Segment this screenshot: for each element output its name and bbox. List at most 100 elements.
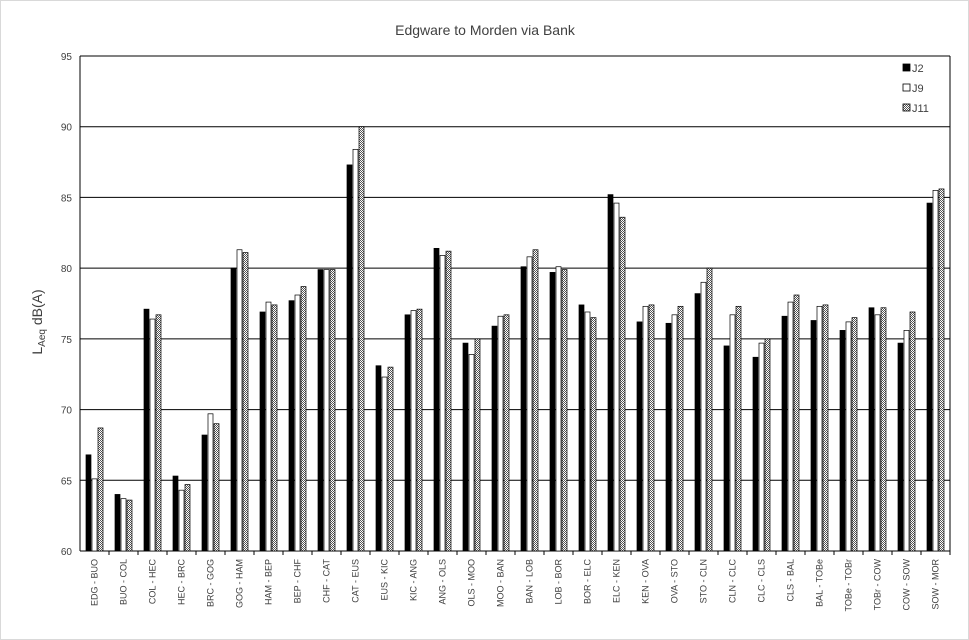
legend-swatch-j11 [902,103,911,112]
bar-j9 [468,354,475,552]
y-tick-labels: 60 65 70 75 80 85 90 95 [61,52,73,558]
x-tick-label: OVA - STO [670,559,680,603]
bar-j11 [503,314,510,552]
bar-j11 [706,267,713,552]
x-tick-labels: EDG - BUO BUO - COL COL - HEC HEC - BRC BRC … [90,551,951,612]
bar-j2 [520,266,527,552]
x-tick-label: SOW - MOR [931,559,941,610]
x-tick-label: BAL - TOBe [815,559,825,607]
bar-j11 [387,366,394,552]
bar-j11 [764,338,771,552]
x-tick-label: KIC - ANG [409,559,419,601]
y-tick-label: 65 [61,476,73,487]
legend-swatch-j9 [902,83,911,92]
x-tick-label: HAM - BEP [264,559,274,605]
bar-j2 [114,494,121,552]
bar-j11 [938,188,945,552]
bar-j2 [665,322,672,552]
legend-label-j11: J11 [912,103,929,115]
bar-j9 [207,413,214,552]
bar-j11 [242,252,249,552]
bar-j11 [300,286,307,552]
bar-j2 [172,475,179,552]
bar-j2 [636,321,643,552]
bar-j9 [932,190,939,552]
x-tick-label: LOB - BOR [554,559,564,605]
bar-j11 [126,499,133,552]
bar-j11 [561,269,568,552]
bar-j9 [758,342,765,552]
x-tick-label: GOG - HAM [235,559,245,608]
bar-j2 [491,325,498,552]
y-axis-label: LAeq dB(A) [29,289,48,354]
y-axis-label-sub: Aeq [37,329,48,347]
bar-j9 [729,314,736,552]
bar-j9 [439,255,446,552]
bar-j9 [700,281,707,552]
bar-j11 [445,250,452,552]
y-tick-label: 70 [61,406,73,417]
bar-j9 [91,478,98,552]
legend-label-j9: J9 [912,83,924,95]
legend: J2 J9 J11 [902,63,929,115]
bar-j11 [271,304,278,552]
bar-j11 [184,484,191,552]
y-tick-label: 95 [61,52,73,63]
bar-j2 [694,293,701,552]
x-tick-label: OLS - MOO [467,559,477,607]
bar-j2 [868,307,875,552]
x-tick-label: STO - CLN [699,559,709,603]
legend-label-j2: J2 [912,63,924,75]
bar-j9 [120,498,127,552]
bar-j11 [474,338,481,552]
bar-j9 [903,330,910,552]
bar-j2 [433,247,440,552]
x-tick-label: HEC - BRC [177,559,187,606]
x-tick-label: COL - HEC [148,559,158,605]
y-tick-label: 80 [61,264,73,275]
x-tick-label: KEN - OVA [641,559,651,604]
bar-j11 [590,317,597,552]
bar-j2 [201,434,208,552]
bar-j11 [822,304,829,552]
bar-j11 [648,304,655,552]
bar-j9 [526,256,533,552]
bar-j9 [410,310,417,552]
bar-j2 [723,345,730,552]
x-tick-label: TOBe - TOBr [844,559,854,612]
chart-title: Edgware to Morden via Bank [395,22,576,38]
y-tick-label: 90 [61,123,73,134]
bar-j9 [845,321,852,552]
bar-j2 [897,342,904,552]
bar-j9 [613,202,620,552]
y-tick-label: 60 [61,547,73,558]
bar-j2 [607,194,614,552]
y-axis-label-unit: dB(A) [29,289,45,329]
bar-j2 [404,314,411,552]
x-tick-label: CHF - CAT [322,558,332,602]
x-tick-label: TOBr - COW [873,558,883,610]
bar-j9 [178,489,185,552]
bar-j11 [213,423,220,552]
x-tick-label: CLN - CLC [728,559,738,604]
legend-swatch-j2 [902,63,911,72]
x-tick-label: BOR - ELC [583,559,593,605]
bar-j9 [874,314,881,552]
bar-j2 [259,311,266,552]
bar-j2 [143,308,150,552]
bar-j11 [677,305,684,552]
bar-j9 [671,314,678,552]
bar-j2 [926,202,933,552]
bar-j2 [578,304,585,552]
y-tick-label: 75 [61,335,73,346]
bar-j9 [149,318,156,552]
x-tick-label: EUS - KIC [380,559,390,601]
bar-j2 [375,365,382,552]
x-tick-label: ELC - KEN [612,559,622,603]
bar-j11 [155,314,162,552]
bar-j9 [555,266,562,552]
bar-j9 [236,249,243,552]
bar-j2 [839,330,846,552]
bar-j2 [346,164,353,552]
